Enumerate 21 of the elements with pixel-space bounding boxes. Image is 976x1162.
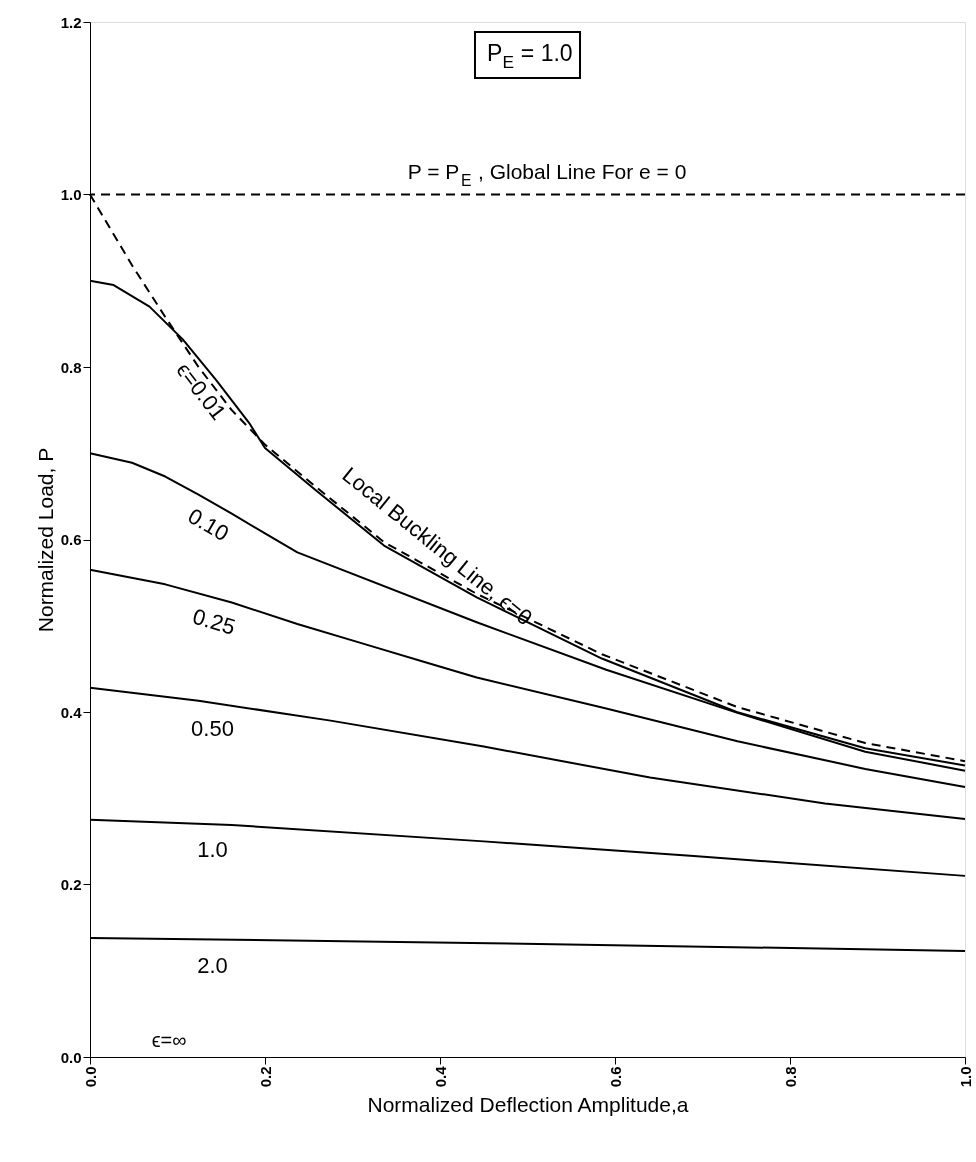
x-tick-label: 0.6 bbox=[606, 1066, 624, 1088]
text: 0.10 bbox=[183, 503, 234, 547]
y-tick-label: 0.8 bbox=[60, 358, 82, 376]
annotation: ϵ=∞ bbox=[151, 1029, 187, 1051]
x-tick-label: 0.2 bbox=[256, 1066, 274, 1088]
series-label: 2.0 bbox=[197, 952, 228, 978]
x-axis-title: Normalized Deflection Amplitude,a bbox=[367, 1093, 689, 1117]
y-tick-label: 0.2 bbox=[60, 876, 82, 893]
series-label: 0.50 bbox=[191, 715, 234, 741]
text: 0.25 bbox=[189, 603, 239, 640]
x-tick-label: 1.0 bbox=[956, 1066, 974, 1088]
series-label: 1.0 bbox=[197, 837, 228, 863]
y-axis-title: Normalized Load, P bbox=[33, 447, 57, 633]
y-tick-label: 0.6 bbox=[60, 531, 82, 548]
y-tick-label: 0.0 bbox=[60, 1048, 82, 1066]
x-tick-label: 0.8 bbox=[781, 1066, 799, 1088]
x-tick-label: 0.4 bbox=[431, 1065, 449, 1088]
y-tick-label: 1.0 bbox=[60, 186, 82, 203]
x-tick-label: 0.0 bbox=[81, 1066, 99, 1088]
y-tick-label: 1.2 bbox=[60, 13, 82, 31]
y-tick-label: 0.4 bbox=[60, 703, 83, 721]
